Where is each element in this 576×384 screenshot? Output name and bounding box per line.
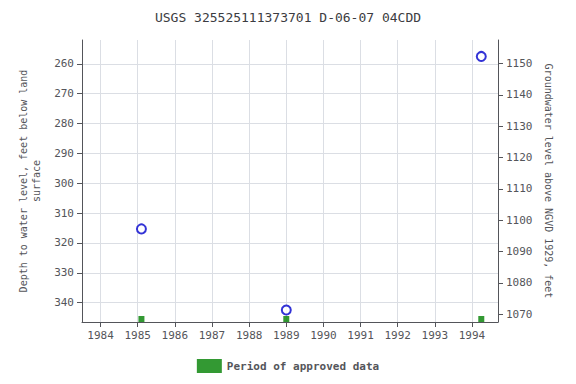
svg-text:1130: 1130 — [506, 120, 533, 133]
svg-text:1140: 1140 — [506, 88, 533, 101]
svg-text:Groundwater level above NGVD 1: Groundwater level above NGVD 1929, feet — [543, 64, 554, 299]
svg-text:1992: 1992 — [384, 329, 411, 342]
svg-text:1985: 1985 — [124, 329, 151, 342]
svg-text:Depth to water level, feet bel: Depth to water level, feet below land — [18, 70, 29, 293]
svg-text:270: 270 — [54, 87, 74, 100]
svg-text:1993: 1993 — [422, 329, 449, 342]
svg-text:1100: 1100 — [506, 214, 533, 227]
svg-text:1110: 1110 — [506, 182, 533, 195]
svg-text:290: 290 — [54, 147, 74, 160]
svg-text:340: 340 — [54, 296, 74, 309]
svg-text:1987: 1987 — [199, 329, 226, 342]
svg-text:1994: 1994 — [459, 329, 486, 342]
svg-text:1070: 1070 — [506, 308, 533, 321]
svg-text:300: 300 — [54, 177, 74, 190]
svg-text:1990: 1990 — [310, 329, 337, 342]
svg-text:Period of approved data: Period of approved data — [227, 360, 379, 373]
svg-text:USGS 325525111373701 D-06-07 0: USGS 325525111373701 D-06-07 04CDD — [155, 10, 421, 25]
svg-text:280: 280 — [54, 117, 74, 130]
svg-text:310: 310 — [54, 207, 74, 220]
svg-text:1991: 1991 — [347, 329, 374, 342]
svg-text:1120: 1120 — [506, 151, 533, 164]
svg-text:330: 330 — [54, 266, 74, 279]
svg-text:260: 260 — [54, 57, 74, 70]
svg-text:1080: 1080 — [506, 276, 533, 289]
svg-text:1150: 1150 — [506, 57, 533, 70]
svg-text:1989: 1989 — [273, 329, 300, 342]
svg-text:1984: 1984 — [87, 329, 114, 342]
svg-text:1988: 1988 — [236, 329, 262, 342]
svg-text:1986: 1986 — [162, 329, 189, 342]
svg-text:320: 320 — [54, 236, 74, 249]
svg-text:1090: 1090 — [506, 245, 533, 258]
svg-text:surface: surface — [31, 160, 42, 202]
